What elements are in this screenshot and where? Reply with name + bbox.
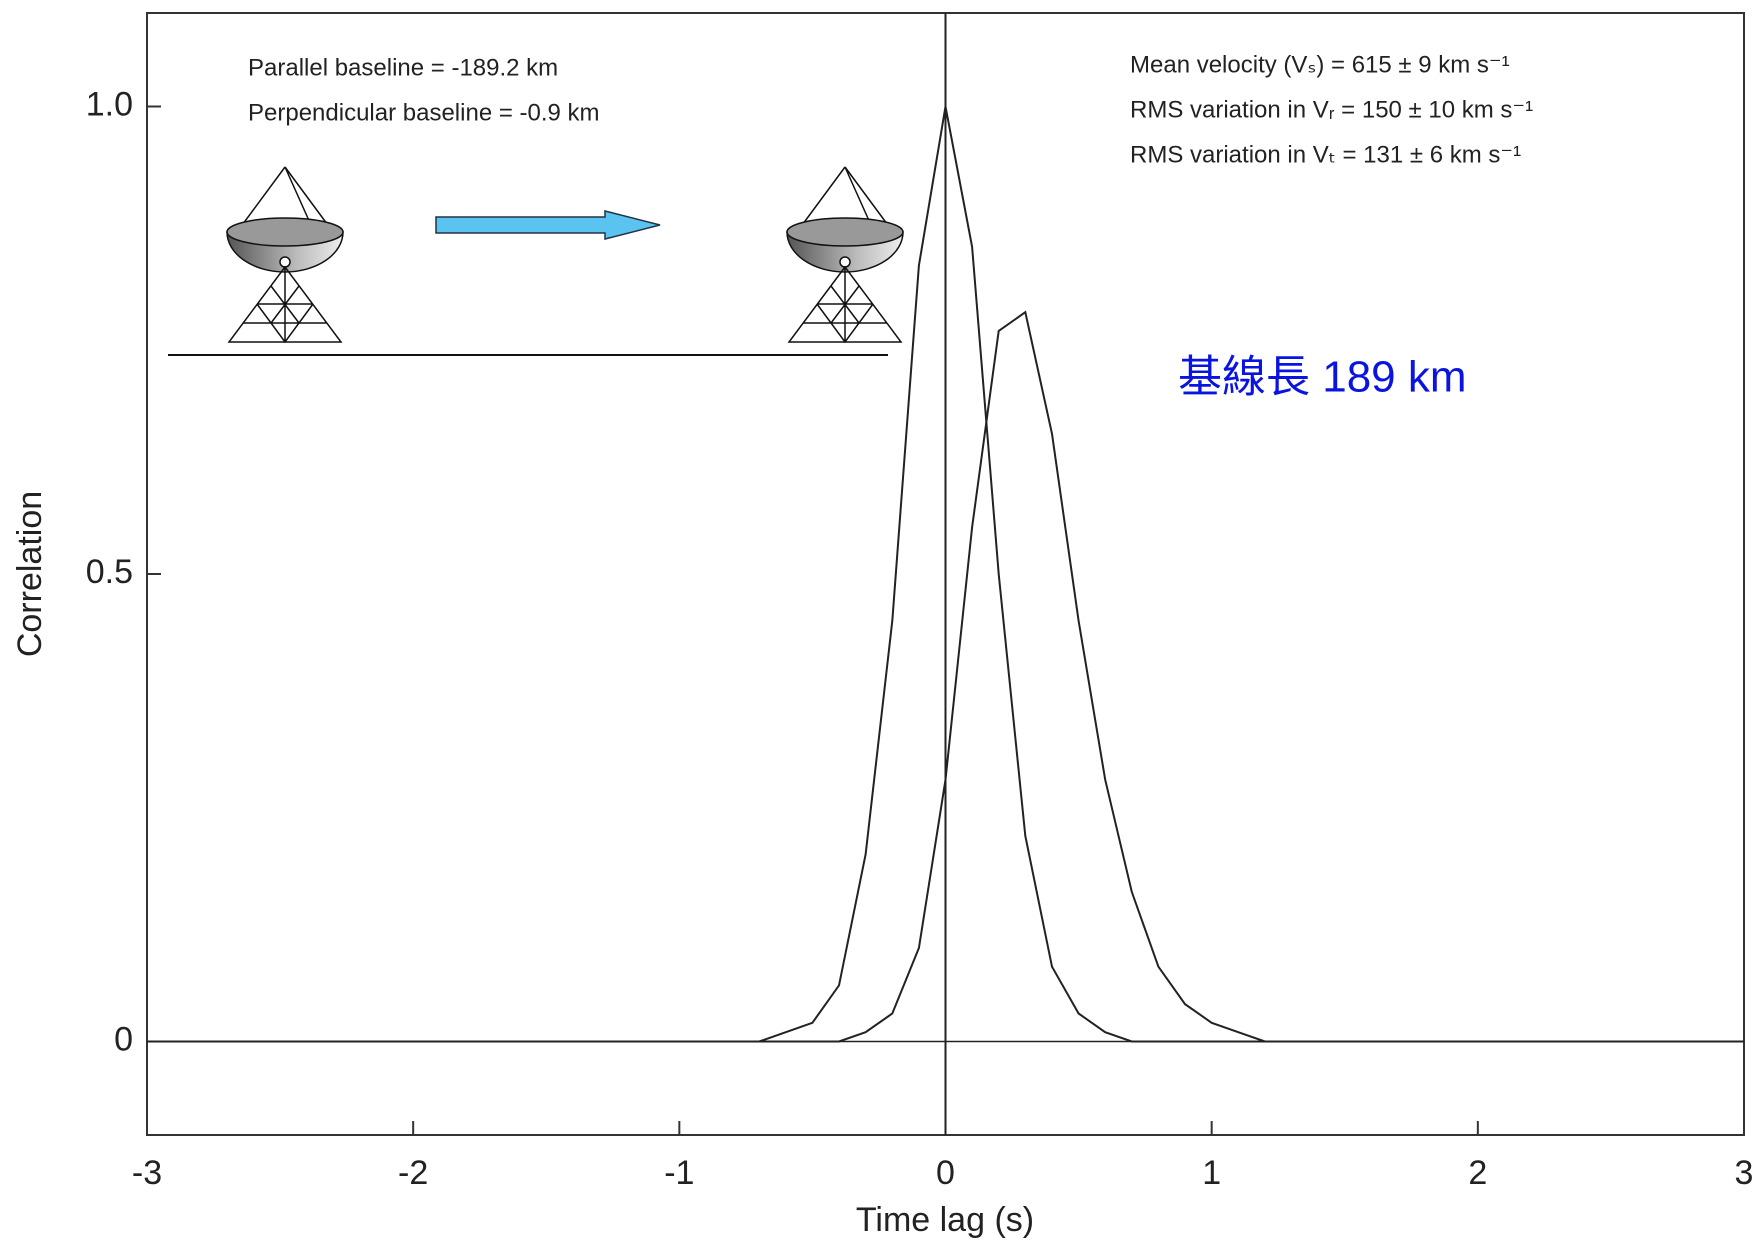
x-tick-label: 2 [1468,1154,1487,1192]
x-tick-label: 0 [936,1154,955,1192]
y-axis-title: Correlation [11,491,49,657]
antenna [786,166,904,344]
annotation: RMS variation in Vₜ = 131 ± 6 km s⁻¹ [1130,141,1521,168]
annotation: Mean velocity (Vₛ) = 615 ± 9 km s⁻¹ [1130,51,1510,78]
y-tick-label: 0 [114,1020,133,1058]
x-axis-title: Time lag (s) [856,1201,1034,1239]
annotation: 基線長 189 km [1178,353,1467,402]
line [147,310,1744,1043]
antenna [226,166,344,344]
arrow [435,210,661,240]
y-tick-label: 1.0 [86,85,133,123]
x-tick-label: 1 [1202,1154,1221,1192]
y-tick-label: 0.5 [86,553,133,591]
x-tick-label: -1 [664,1154,694,1192]
x-tick-label: 3 [1735,1154,1754,1192]
annotation: Perpendicular baseline = -0.9 km [248,99,600,126]
x-tick-label: -2 [398,1154,428,1192]
annotation: Parallel baseline = -189.2 km [248,54,558,81]
annotation: RMS variation in Vᵣ = 150 ± 10 km s⁻¹ [1130,96,1533,123]
x-tick-label: -3 [132,1154,162,1192]
